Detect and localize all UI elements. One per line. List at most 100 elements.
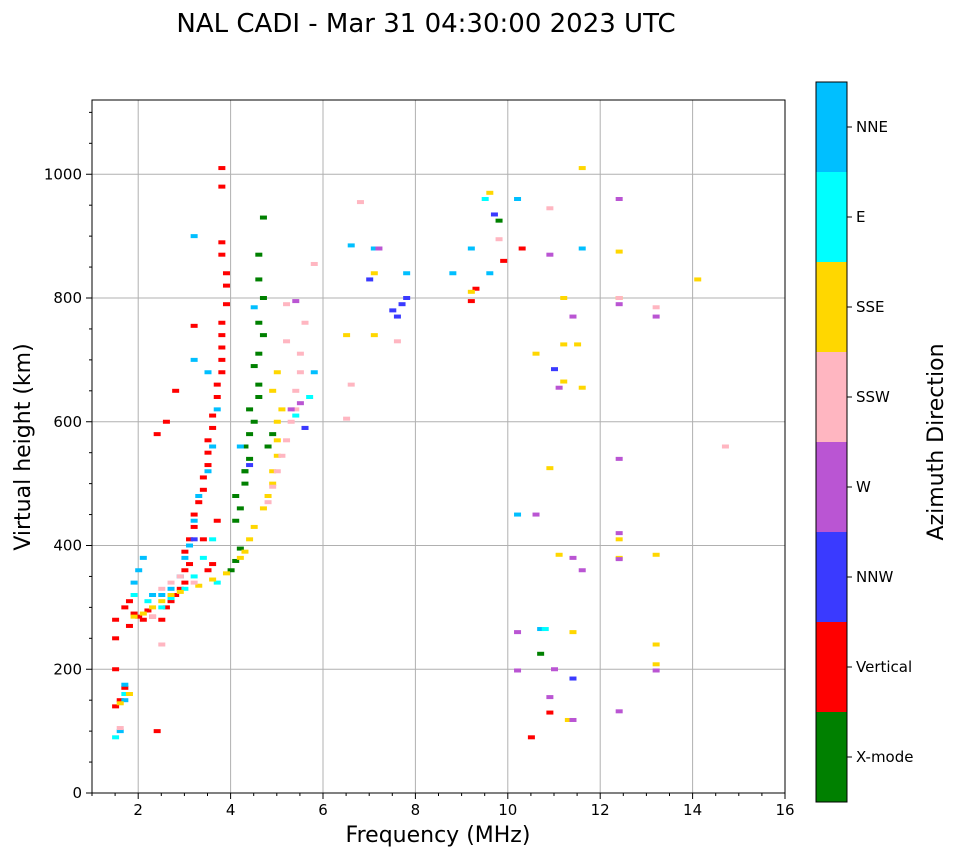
data-point bbox=[389, 308, 397, 313]
data-point bbox=[615, 296, 623, 300]
data-point bbox=[347, 243, 355, 248]
data-point bbox=[190, 524, 198, 529]
data-point bbox=[213, 395, 221, 399]
data-point bbox=[162, 419, 170, 424]
data-point bbox=[204, 370, 212, 375]
data-point bbox=[158, 605, 166, 610]
colorbar: NNE E SSE SSW W NNW Vertical X-mode bbox=[815, 81, 913, 803]
data-point bbox=[287, 419, 295, 424]
data-point bbox=[204, 450, 212, 455]
data-point bbox=[190, 357, 198, 362]
y-axis: 0 200 400 600 800 1000 bbox=[44, 111, 92, 802]
data-point bbox=[255, 320, 263, 325]
data-point bbox=[195, 583, 203, 588]
data-point bbox=[574, 342, 582, 347]
data-point bbox=[172, 388, 180, 393]
data-point bbox=[255, 351, 263, 356]
data-point bbox=[546, 252, 554, 257]
data-point bbox=[130, 611, 138, 616]
data-point bbox=[204, 568, 212, 573]
colorbar-label: E bbox=[856, 208, 865, 226]
data-point bbox=[310, 370, 318, 375]
colorbar-label: NNE bbox=[856, 118, 888, 136]
y-tick-label: 600 bbox=[53, 413, 82, 431]
data-point bbox=[236, 546, 244, 551]
data-point bbox=[569, 717, 577, 722]
data-point bbox=[190, 574, 198, 579]
data-point bbox=[195, 494, 203, 498]
data-point bbox=[560, 379, 568, 384]
data-point bbox=[541, 627, 549, 632]
data-point bbox=[218, 333, 226, 338]
data-point bbox=[246, 456, 254, 461]
data-point bbox=[236, 555, 244, 560]
data-point bbox=[615, 557, 623, 562]
data-point bbox=[283, 438, 291, 443]
y-axis-label: Virtual height (km) bbox=[11, 343, 36, 550]
data-point bbox=[283, 339, 291, 344]
colorbar-segment bbox=[816, 172, 847, 262]
data-point bbox=[241, 549, 249, 554]
data-point bbox=[652, 668, 660, 673]
x-tick-label: 2 bbox=[133, 801, 143, 819]
data-point bbox=[615, 302, 623, 307]
data-point bbox=[176, 574, 184, 579]
data-point bbox=[218, 166, 226, 171]
data-point bbox=[569, 676, 577, 681]
data-point bbox=[213, 407, 221, 412]
data-point bbox=[199, 555, 207, 560]
data-point bbox=[158, 586, 166, 591]
data-point bbox=[195, 500, 203, 505]
data-point bbox=[269, 432, 277, 437]
data-point bbox=[481, 197, 489, 201]
data-point bbox=[255, 277, 263, 282]
data-point bbox=[158, 642, 166, 647]
data-point bbox=[246, 407, 254, 412]
data-point bbox=[532, 351, 540, 356]
data-point bbox=[273, 469, 281, 474]
data-point bbox=[292, 407, 300, 412]
y-tick-label: 400 bbox=[53, 537, 82, 555]
data-point bbox=[167, 580, 175, 585]
x-axis-label: Frequency (MHz) bbox=[346, 823, 531, 848]
data-point bbox=[158, 617, 166, 622]
data-point bbox=[181, 586, 189, 591]
y-tick-label: 200 bbox=[53, 660, 82, 678]
data-point bbox=[190, 323, 198, 328]
data-point bbox=[356, 200, 364, 205]
data-point bbox=[130, 580, 138, 585]
data-point bbox=[514, 668, 522, 673]
data-point bbox=[269, 388, 277, 393]
data-point bbox=[213, 382, 221, 387]
data-point bbox=[190, 580, 198, 585]
data-point bbox=[213, 580, 221, 585]
data-point bbox=[250, 419, 258, 424]
data-point bbox=[250, 305, 258, 310]
data-point bbox=[449, 271, 457, 276]
data-point bbox=[546, 695, 554, 700]
data-point bbox=[555, 552, 563, 557]
series-e bbox=[112, 197, 549, 740]
data-point bbox=[259, 215, 267, 220]
data-point bbox=[283, 302, 291, 307]
data-point bbox=[250, 364, 258, 369]
data-point bbox=[259, 506, 267, 511]
colorbar-label: Vertical bbox=[856, 658, 912, 676]
data-point bbox=[241, 469, 249, 474]
data-point bbox=[149, 605, 157, 610]
data-point bbox=[370, 333, 378, 338]
y-tick-label: 1000 bbox=[44, 165, 82, 183]
data-point bbox=[578, 568, 586, 573]
data-point bbox=[578, 246, 586, 251]
data-point bbox=[292, 388, 300, 393]
data-point bbox=[246, 463, 254, 468]
data-point bbox=[204, 469, 212, 474]
data-point bbox=[555, 385, 563, 390]
data-point bbox=[467, 299, 475, 304]
data-point bbox=[255, 382, 263, 387]
data-point bbox=[222, 271, 230, 276]
colorbar-title: Azimuth Direction bbox=[924, 343, 949, 540]
data-point bbox=[306, 395, 314, 399]
colorbar-frame bbox=[815, 81, 848, 803]
data-point bbox=[204, 438, 212, 443]
